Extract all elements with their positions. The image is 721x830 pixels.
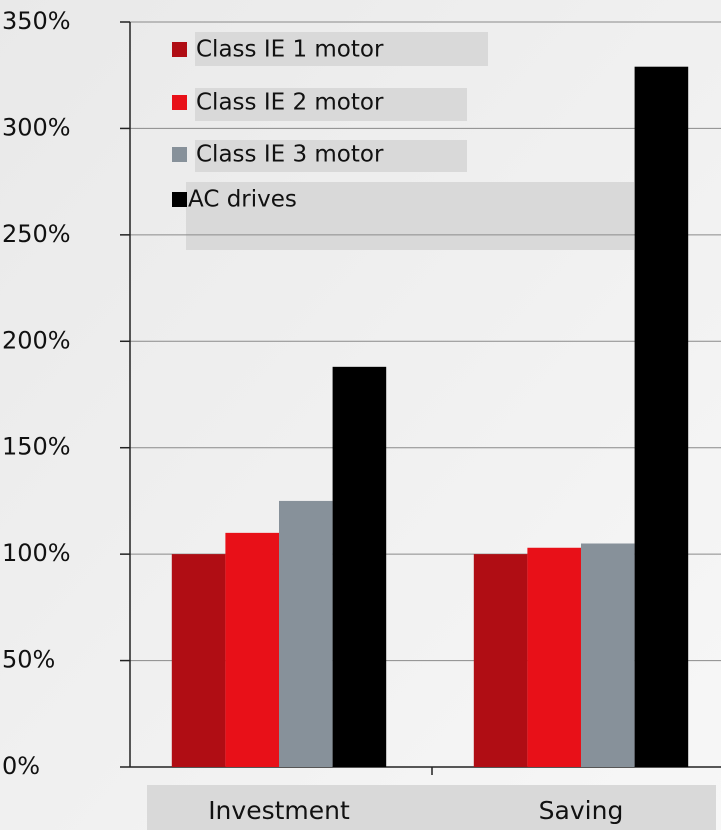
y-tick-label: 0% — [2, 752, 40, 780]
bar — [171, 554, 226, 767]
legend-box — [195, 88, 467, 121]
bar — [634, 66, 689, 767]
y-tick-label: 100% — [2, 539, 71, 567]
x-tick-label: Investment — [208, 796, 350, 825]
y-tick-label: 250% — [2, 220, 71, 248]
bar — [225, 532, 279, 767]
bar — [279, 500, 333, 767]
y-tick-label: 150% — [2, 433, 71, 461]
y-tick-label: 50% — [2, 646, 55, 674]
bar — [581, 543, 635, 767]
y-tick-label: 300% — [2, 113, 71, 141]
legend-label: AC drives — [188, 187, 297, 213]
legend-swatch — [172, 95, 187, 110]
category-band — [147, 785, 716, 830]
y-tick-label: 200% — [2, 326, 71, 354]
legend-box — [195, 140, 467, 172]
legend-label: Class IE 2 motor — [196, 90, 384, 116]
legend-swatch — [172, 42, 187, 57]
legend-box — [195, 32, 488, 66]
x-tick-label: Saving — [539, 796, 624, 825]
legend-box — [186, 182, 634, 250]
legend-label: Class IE 1 motor — [196, 37, 384, 63]
y-tick-label: 350% — [2, 7, 71, 35]
bar — [527, 547, 581, 767]
bar — [473, 554, 528, 767]
legend-label: Class IE 3 motor — [196, 142, 384, 168]
legend-swatch — [172, 192, 187, 207]
bar — [332, 366, 387, 767]
legend-swatch — [172, 147, 187, 162]
